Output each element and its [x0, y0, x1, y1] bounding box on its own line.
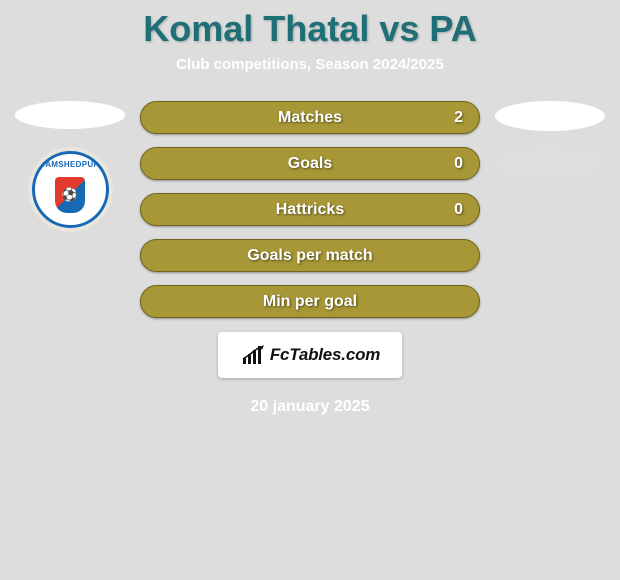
soccer-ball-icon: ⚽ — [62, 188, 78, 201]
page-title: Komal Thatal vs PA — [0, 0, 620, 56]
stat-label: Goals per match — [247, 247, 372, 265]
stat-bar-matches: Matches 2 — [140, 101, 480, 134]
club-badge-shield: ⚽ — [55, 177, 85, 213]
player-placeholder-right-1 — [495, 101, 605, 131]
footer-area: FcTables.com 20 january 2025 — [0, 332, 620, 416]
stats-bar-list: Matches 2 Goals 0 Hattricks 0 Goals per … — [140, 101, 480, 318]
subtitle: Club competitions, Season 2024/2025 — [0, 56, 620, 101]
right-column — [490, 101, 610, 177]
club-badge-inner: JAMSHEDPUR ⚽ — [32, 151, 109, 228]
player-placeholder-left — [15, 101, 125, 129]
club-badge-text: JAMSHEDPUR — [40, 160, 99, 169]
stat-label: Matches — [278, 109, 342, 127]
stat-value: 2 — [454, 109, 463, 127]
bar-chart-icon — [240, 344, 266, 366]
comparison-card: Komal Thatal vs PA Club competitions, Se… — [0, 0, 620, 580]
stat-value: 0 — [454, 201, 463, 219]
stat-value: 0 — [454, 155, 463, 173]
main-area: JAMSHEDPUR ⚽ Matches 2 Goals 0 Hattricks… — [0, 101, 620, 318]
stat-label: Hattricks — [276, 201, 344, 219]
stat-label: Min per goal — [263, 293, 357, 311]
fctables-logo-text: FcTables.com — [270, 345, 380, 365]
fctables-logo: FcTables.com — [218, 332, 402, 378]
club-badge: JAMSHEDPUR ⚽ — [28, 147, 113, 232]
date-text: 20 january 2025 — [250, 398, 369, 416]
stat-bar-goals: Goals 0 — [140, 147, 480, 180]
stat-label: Goals — [288, 155, 332, 173]
stat-bar-goals-per-match: Goals per match — [140, 239, 480, 272]
stat-bar-hattricks: Hattricks 0 — [140, 193, 480, 226]
stat-bar-min-per-goal: Min per goal — [140, 285, 480, 318]
left-column: JAMSHEDPUR ⚽ — [10, 101, 130, 232]
player-placeholder-right-2 — [497, 149, 603, 177]
